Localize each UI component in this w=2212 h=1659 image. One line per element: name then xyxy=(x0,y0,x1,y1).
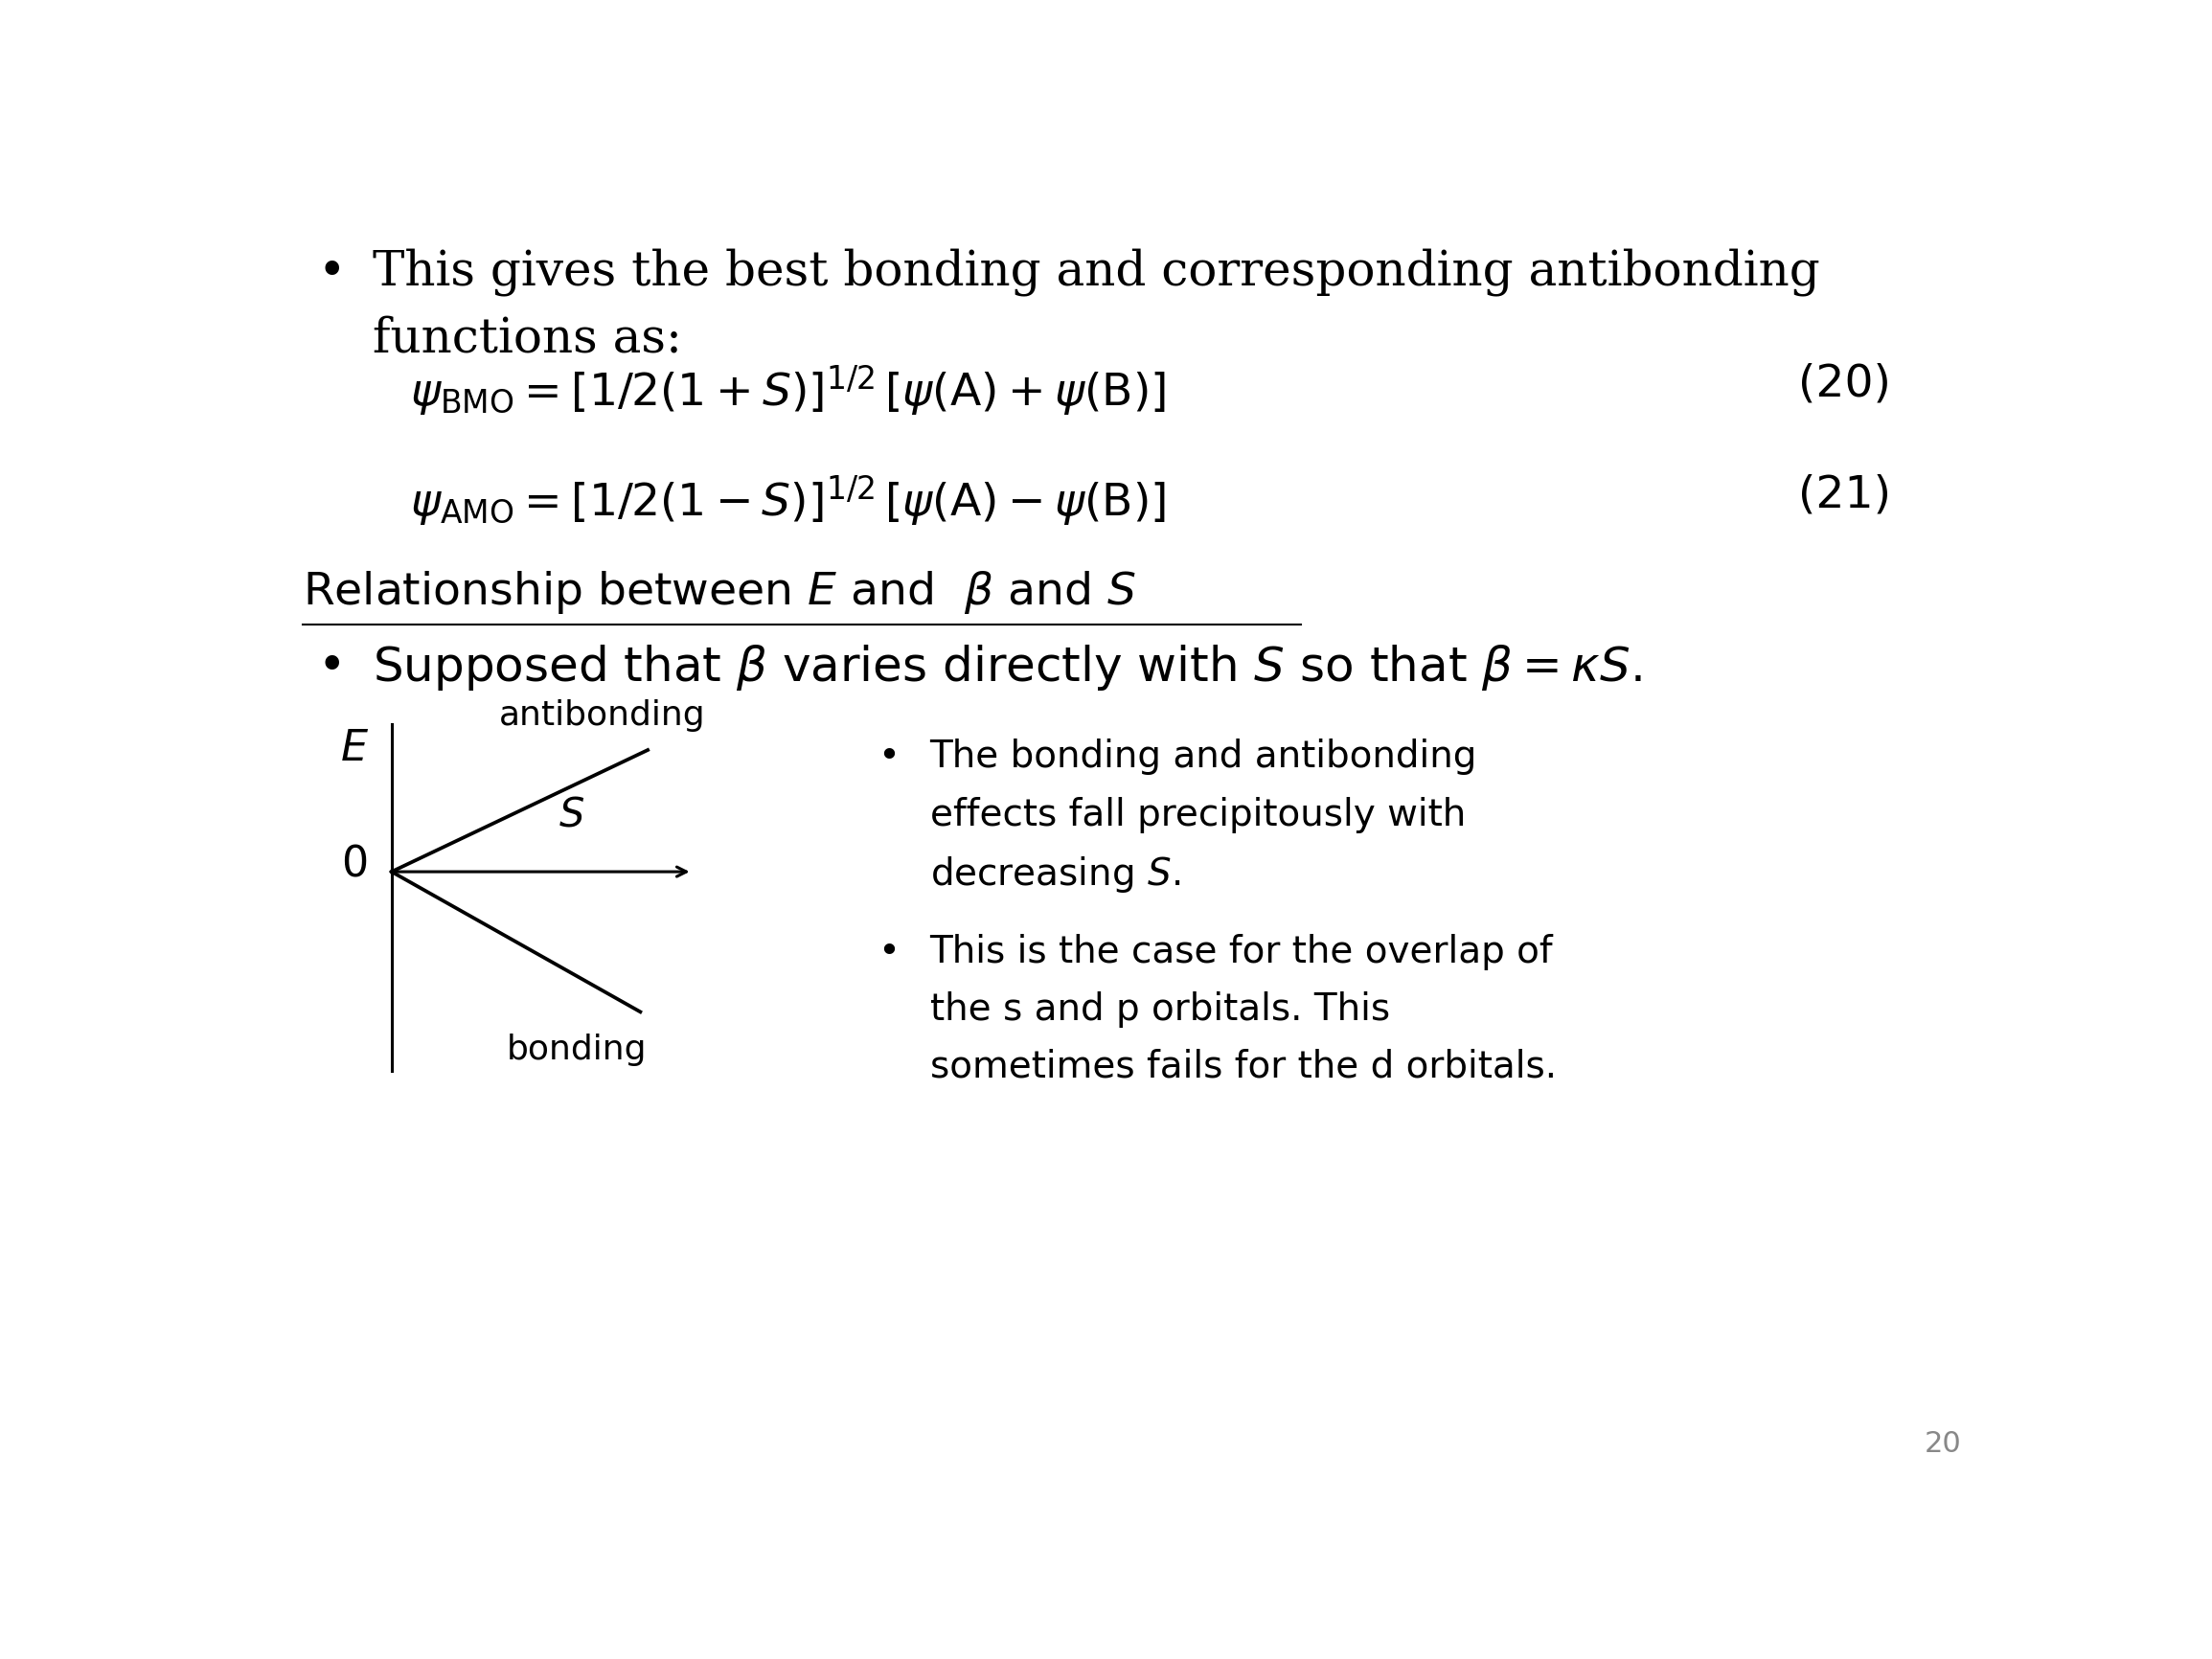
Text: $E$: $E$ xyxy=(341,728,369,770)
Text: The bonding and antibonding: The bonding and antibonding xyxy=(929,738,1478,775)
Text: decreasing $S$.: decreasing $S$. xyxy=(929,854,1179,894)
Text: •: • xyxy=(316,249,345,295)
Text: 20: 20 xyxy=(1924,1430,1962,1458)
Text: the s and p orbitals. This: the s and p orbitals. This xyxy=(929,990,1389,1027)
Text: This is the case for the overlap of: This is the case for the overlap of xyxy=(929,934,1553,971)
Text: •: • xyxy=(878,934,900,971)
Text: Relationship between $E$ and  $\beta$ and $S$: Relationship between $E$ and $\beta$ and… xyxy=(303,569,1137,615)
Text: sometimes fails for the d orbitals.: sometimes fails for the d orbitals. xyxy=(929,1048,1557,1085)
Text: $\psi_{\mathrm{AMO}} = [1/2(1 - S)]^{1/2}\,[\psi(\mathrm{A}) - \psi(\mathrm{B})]: $\psi_{\mathrm{AMO}} = [1/2(1 - S)]^{1/2… xyxy=(409,473,1166,528)
Text: bonding: bonding xyxy=(507,1034,646,1067)
Text: (20): (20) xyxy=(1798,363,1891,406)
Text: $\psi_{\mathrm{BMO}} = [1/2(1 + S)]^{1/2}\,[\psi(\mathrm{A}) + \psi(\mathrm{B})]: $\psi_{\mathrm{BMO}} = [1/2(1 + S)]^{1/2… xyxy=(409,363,1166,418)
Text: functions as:: functions as: xyxy=(374,315,681,362)
Text: $0$: $0$ xyxy=(341,844,367,884)
Text: $S$: $S$ xyxy=(560,795,584,834)
Text: effects fall precipitously with: effects fall precipitously with xyxy=(929,796,1467,833)
Text: This gives the best bonding and corresponding antibonding: This gives the best bonding and correspo… xyxy=(374,249,1820,297)
Text: antibonding: antibonding xyxy=(500,698,706,732)
Text: •: • xyxy=(878,738,900,775)
Text: Supposed that $\beta$ varies directly with $S$ so that $\beta = \kappa S$.: Supposed that $\beta$ varies directly wi… xyxy=(374,644,1641,693)
Text: (21): (21) xyxy=(1798,473,1891,516)
Text: •: • xyxy=(316,644,345,690)
